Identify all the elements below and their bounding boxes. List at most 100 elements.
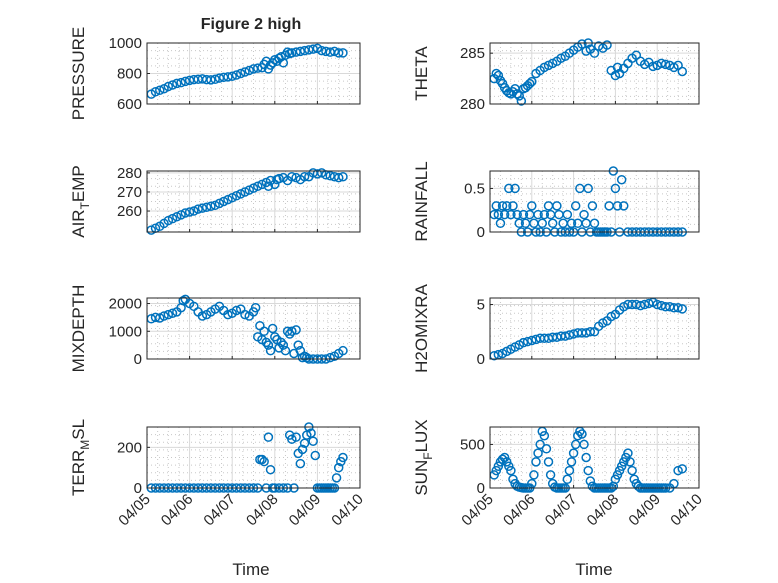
- data-point: [180, 208, 191, 218]
- y-axis-label: H2OMIXRA: [412, 283, 431, 372]
- data-point: [287, 326, 297, 337]
- data-point: [527, 76, 537, 87]
- y-axis-label: RAINFALL: [412, 161, 431, 241]
- data-point: [566, 457, 577, 467]
- data-point: [566, 218, 577, 229]
- data-point: [677, 66, 688, 77]
- data-point: [581, 452, 591, 463]
- panel-air-temp: 260 270 280 AIRTEMP: [69, 165, 361, 238]
- y-tick-label: 270: [117, 184, 142, 201]
- data-point: [338, 345, 348, 356]
- data-point: [627, 465, 637, 476]
- data-point: [535, 439, 545, 450]
- data-point: [514, 91, 525, 101]
- data-point: [508, 201, 518, 211]
- data-point: [589, 48, 600, 58]
- x-tick-label: 04/09: [286, 491, 325, 530]
- data-point: [333, 172, 344, 183]
- x-axis-label-left: Time: [232, 560, 269, 579]
- data-point: [325, 171, 335, 181]
- panel-mixdepth: 0 1000 2000 MIXDEPTH: [69, 285, 361, 372]
- plot-area: [146, 170, 361, 233]
- data-point: [302, 352, 312, 363]
- data-point: [529, 470, 539, 480]
- panel-terr-msl: 04/05 04/06 04/07 04/08 04/09 04/100200TERRMS…: [69, 419, 367, 529]
- y-tick-label: 0: [477, 224, 485, 241]
- data-point: [512, 209, 522, 220]
- y-tick-label: 600: [117, 96, 142, 113]
- data-point: [297, 352, 308, 363]
- data-point: [227, 71, 237, 81]
- plot-area: [146, 426, 361, 489]
- data-point: [263, 181, 274, 191]
- data-point: [304, 45, 314, 55]
- data-point: [333, 48, 344, 58]
- data-point: [276, 337, 286, 348]
- data-point: [623, 448, 633, 458]
- data-point: [265, 345, 276, 356]
- data-point: [537, 218, 547, 229]
- data-point: [648, 61, 658, 72]
- panel-h2omixra: 0 5 H2OMIXRA: [412, 283, 700, 373]
- data-point: [522, 336, 533, 347]
- data-point: [278, 340, 289, 350]
- data-point: [499, 209, 510, 220]
- data-point: [560, 331, 570, 341]
- data-point: [493, 70, 504, 81]
- data-point: [562, 209, 573, 220]
- data-point: [527, 201, 537, 211]
- data-point: [244, 65, 254, 76]
- data-point: [512, 89, 522, 99]
- y-axis-label: PRESSURE: [69, 27, 88, 121]
- data-point: [197, 203, 208, 213]
- data-point: [333, 462, 344, 473]
- data-point: [163, 309, 174, 320]
- data-point: [291, 47, 301, 57]
- data-point: [508, 474, 518, 485]
- x-tick-label: 04/07: [200, 491, 239, 530]
- data-point: [261, 337, 272, 348]
- data-point: [504, 183, 514, 194]
- y-tick-label: 1000: [109, 35, 142, 52]
- axis-frame: [146, 297, 361, 360]
- x-tick-label: 04/08: [243, 491, 282, 530]
- panel-theta: 280 285 THETA: [412, 38, 700, 113]
- data-point: [619, 457, 629, 467]
- axis-frame: [146, 426, 361, 489]
- y-tick-label: 500: [460, 436, 485, 453]
- axis-frame: [489, 42, 700, 105]
- data-point: [291, 432, 301, 442]
- data-point: [172, 78, 182, 89]
- data-point: [514, 218, 525, 229]
- data-point: [579, 209, 589, 220]
- axis-frame: [489, 297, 700, 360]
- data-point: [518, 337, 529, 348]
- axis-frame: [146, 170, 361, 233]
- data-point: [677, 304, 688, 314]
- data-point: [259, 326, 269, 337]
- data-point: [240, 309, 250, 320]
- data-point: [652, 299, 662, 310]
- y-tick-label: 200: [117, 439, 142, 456]
- data-point: [499, 452, 510, 463]
- data-point: [293, 340, 303, 350]
- y-tick-label: 0.5: [464, 180, 485, 197]
- y-tick-label: 280: [117, 165, 142, 182]
- axis-frame: [489, 426, 700, 489]
- data-point: [533, 209, 543, 220]
- panel-pressure: 600 800 1000 PRESSURE: [69, 27, 361, 121]
- data-point: [625, 457, 635, 467]
- data-point: [524, 78, 535, 89]
- data-point: [531, 457, 541, 467]
- data-point: [276, 51, 286, 62]
- data-point: [297, 444, 308, 455]
- data-point: [274, 173, 284, 184]
- data-point: [167, 80, 178, 90]
- data-point: [250, 302, 261, 313]
- axis-frame: [489, 170, 700, 233]
- data-point: [564, 330, 575, 340]
- data-point: [197, 311, 208, 321]
- y-tick-label: 260: [117, 203, 142, 220]
- data-point: [235, 68, 246, 79]
- data-point: [493, 461, 504, 471]
